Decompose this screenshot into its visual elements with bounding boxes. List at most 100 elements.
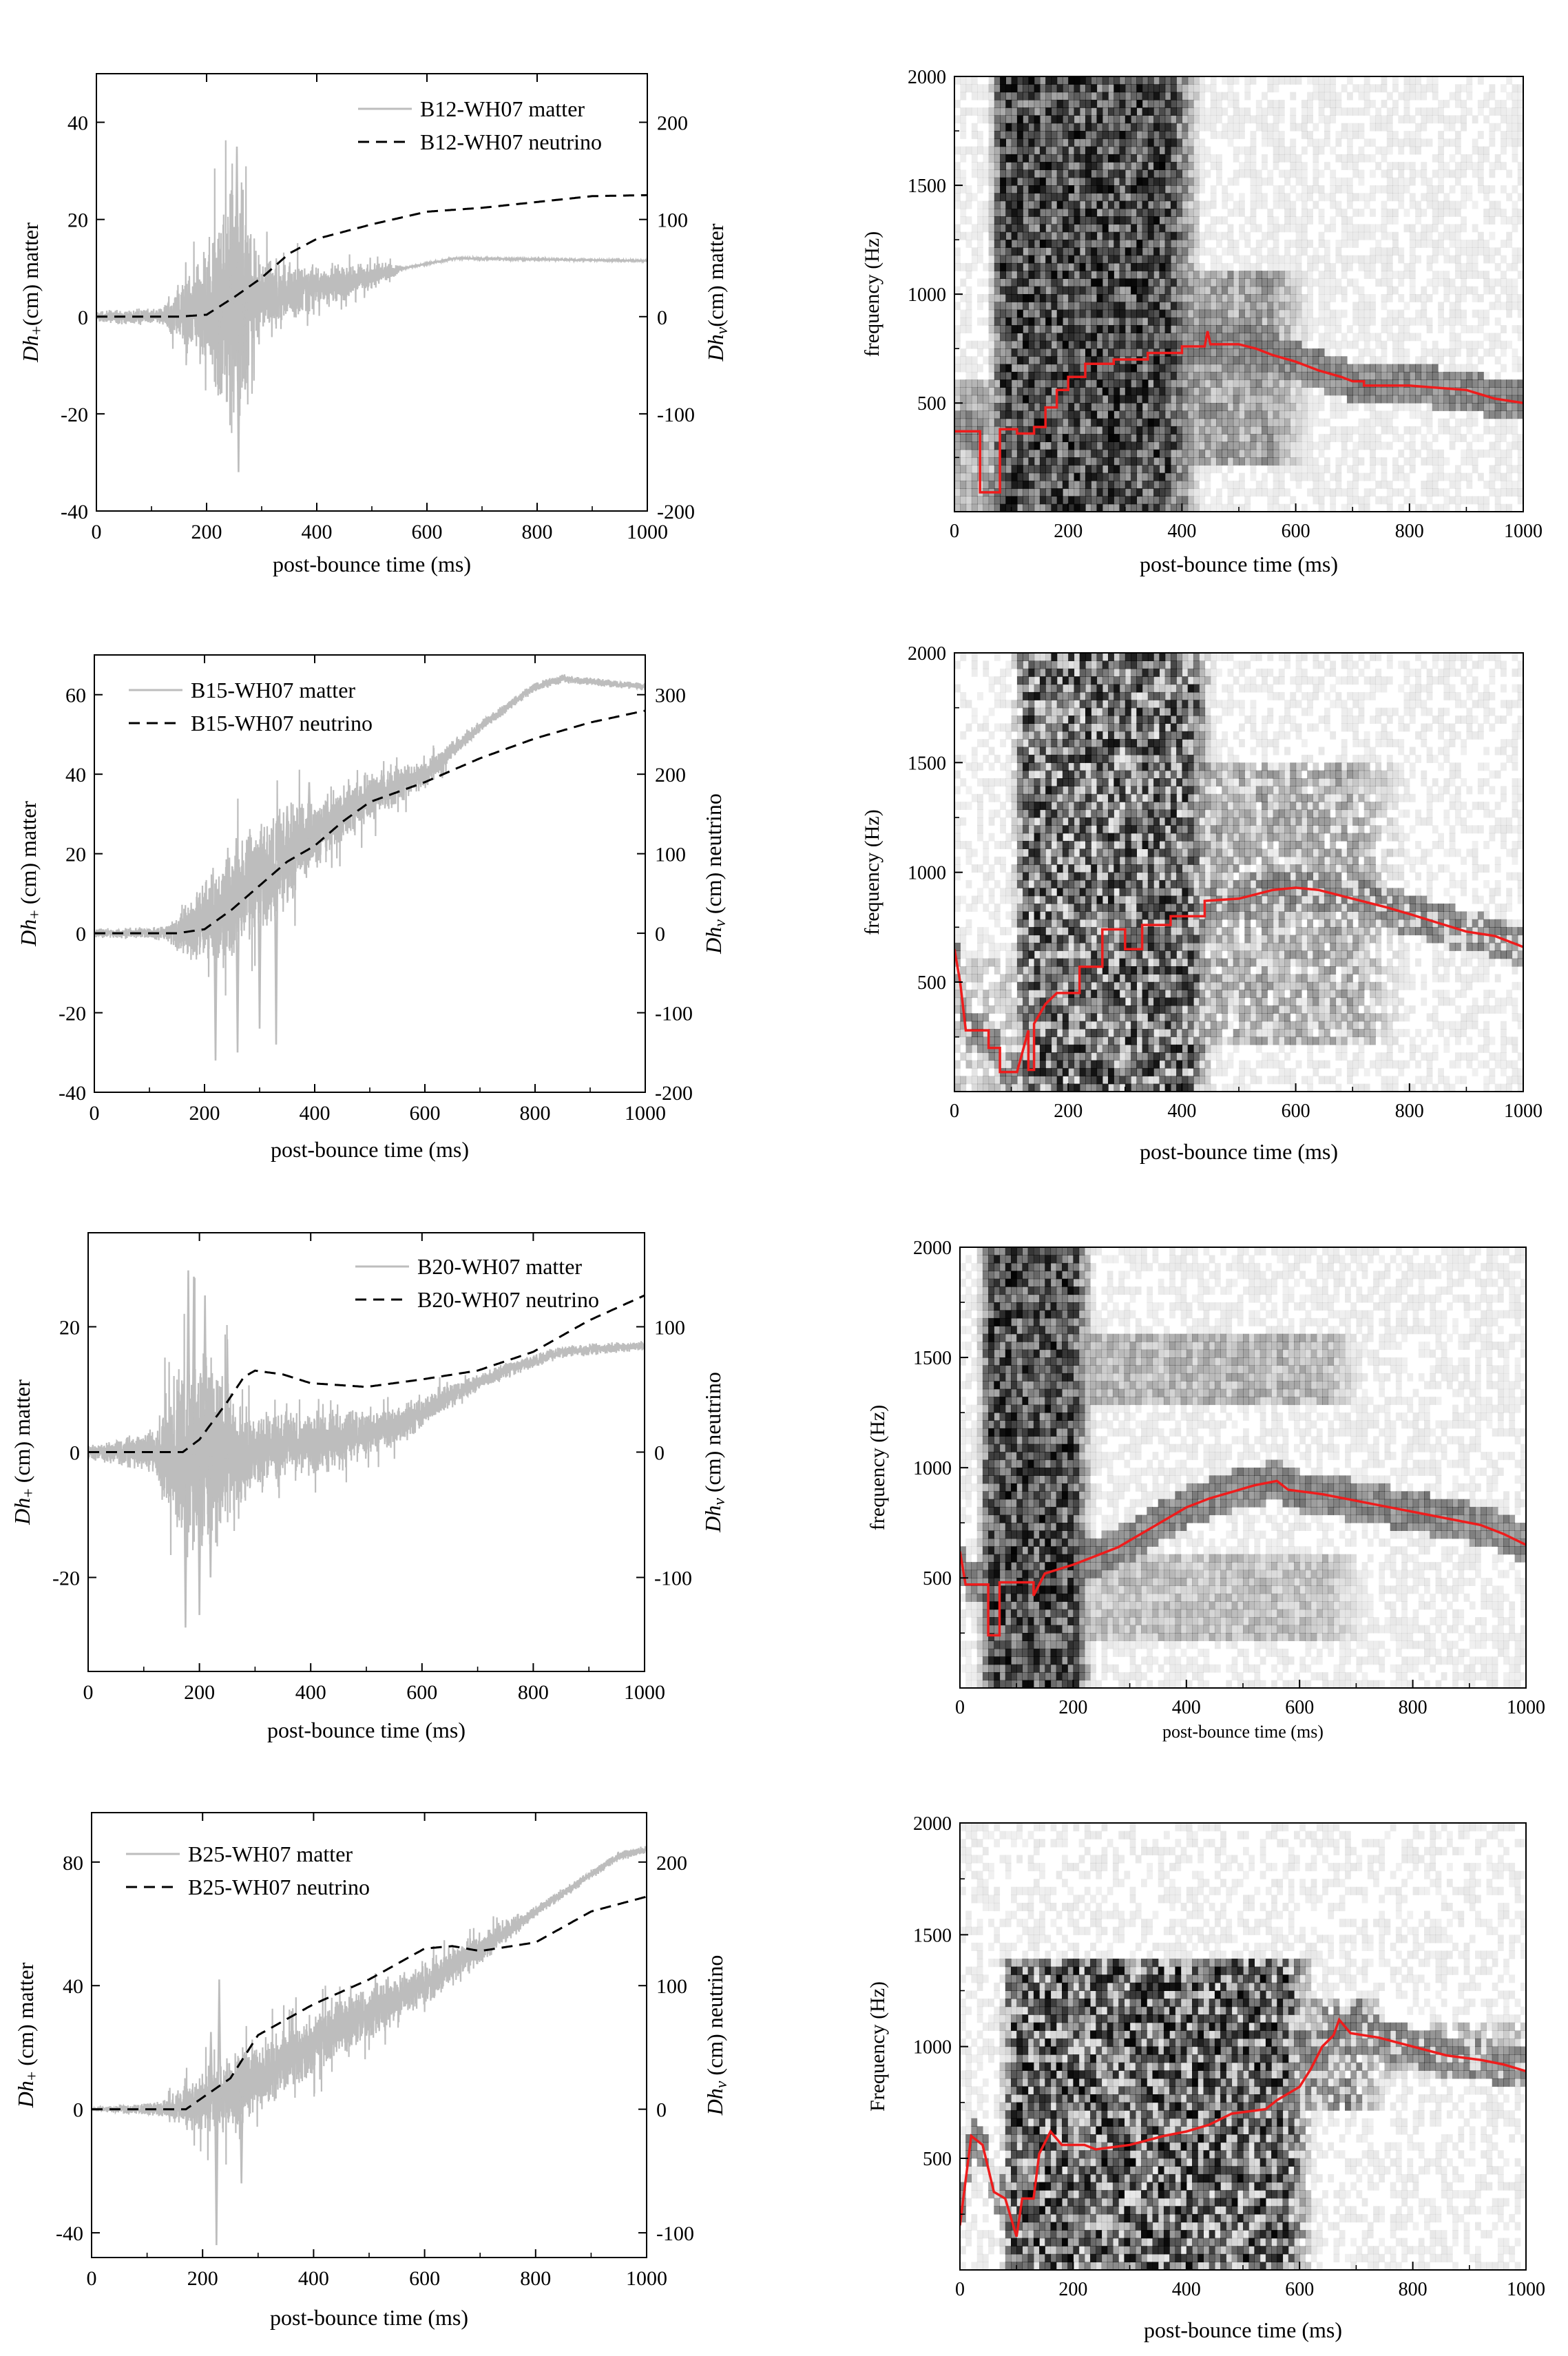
heatmap-cell bbox=[1039, 395, 1046, 404]
heatmap-cell bbox=[1193, 92, 1200, 101]
heatmap-cell bbox=[1466, 262, 1473, 271]
heatmap-cell bbox=[1489, 480, 1496, 489]
heatmap-cell bbox=[1176, 387, 1182, 396]
heatmap-cell bbox=[1136, 418, 1143, 427]
heatmap-cell bbox=[1517, 131, 1523, 139]
heatmap-cell bbox=[1051, 434, 1058, 442]
heatmap-cell bbox=[1352, 403, 1359, 411]
heatmap-cell bbox=[1233, 255, 1240, 264]
heatmap-cell bbox=[1142, 138, 1149, 147]
heatmap-cell bbox=[1164, 496, 1171, 505]
heatmap-cell bbox=[1295, 449, 1302, 458]
heatmap-cell bbox=[1426, 403, 1433, 411]
heatmap-cell bbox=[1501, 240, 1507, 248]
heatmap-cell bbox=[994, 247, 1001, 256]
heatmap-cell bbox=[960, 895, 967, 904]
heatmap-cell bbox=[1028, 278, 1035, 287]
heatmap-cell bbox=[1147, 193, 1154, 202]
y-right-label-unit: (cm) neutrino bbox=[702, 1955, 727, 2081]
heatmap-cell bbox=[1330, 325, 1337, 333]
heatmap-cell bbox=[1159, 123, 1166, 132]
heatmap-cell bbox=[1136, 457, 1143, 466]
heatmap-cell bbox=[1016, 115, 1023, 124]
heatmap-cell bbox=[1358, 177, 1365, 186]
heatmap-cell bbox=[1512, 379, 1518, 388]
legend-neutrino-label: B25-WH07 neutrino bbox=[188, 1875, 370, 1899]
heatmap-cell bbox=[1034, 457, 1041, 466]
heatmap-cell bbox=[1341, 216, 1348, 225]
heatmap-cell bbox=[960, 480, 967, 489]
heatmap-cell bbox=[1512, 146, 1518, 155]
heatmap-cell bbox=[1170, 309, 1177, 318]
heatmap-cell bbox=[1233, 200, 1240, 209]
heatmap-cell bbox=[1005, 333, 1012, 342]
x-tick-label: 1000 bbox=[627, 521, 668, 543]
heatmap-cell bbox=[1136, 193, 1143, 202]
heatmap-cell bbox=[960, 817, 967, 826]
heatmap-cell bbox=[1398, 115, 1405, 124]
heatmap-cell bbox=[1000, 115, 1006, 124]
heatmap-cell bbox=[1494, 317, 1501, 326]
heatmap-cell bbox=[1023, 317, 1029, 326]
heatmap-cell bbox=[994, 154, 1001, 163]
heatmap-cell bbox=[1153, 193, 1160, 202]
heatmap-cell bbox=[1210, 99, 1217, 108]
heatmap-cell bbox=[1227, 434, 1234, 442]
heatmap-cell bbox=[1056, 449, 1063, 458]
heatmap-cell bbox=[1352, 340, 1359, 349]
heatmap-cell bbox=[1398, 333, 1405, 342]
heatmap-cell bbox=[1159, 177, 1166, 186]
heatmap-cell bbox=[954, 472, 961, 481]
heatmap-cell bbox=[1045, 457, 1052, 466]
heatmap-cell bbox=[1119, 418, 1126, 427]
heatmap-cell bbox=[1170, 426, 1177, 435]
heatmap-cell bbox=[1295, 356, 1302, 365]
heatmap-cell bbox=[1216, 496, 1222, 505]
heatmap-cell bbox=[1216, 387, 1222, 396]
heatmap-cell bbox=[1176, 294, 1182, 302]
heatmap-cell bbox=[1045, 255, 1052, 264]
heatmap-cell bbox=[1000, 107, 1006, 116]
y-left-tick-label: 60 bbox=[65, 685, 86, 707]
heatmap-cell bbox=[1028, 403, 1035, 411]
heatmap-cell bbox=[983, 503, 990, 512]
heatmap-cell bbox=[1142, 503, 1149, 512]
heatmap-cell bbox=[983, 958, 990, 967]
heatmap-cell bbox=[1056, 395, 1063, 404]
heatmap-cell bbox=[1016, 387, 1023, 396]
heatmap-cell bbox=[1335, 364, 1342, 373]
heatmap-cell bbox=[1182, 488, 1189, 497]
heatmap-cell bbox=[1079, 333, 1086, 342]
heatmap-cell bbox=[1335, 286, 1342, 295]
heatmap-cell bbox=[1028, 193, 1035, 202]
heatmap-cell bbox=[1330, 434, 1337, 442]
heatmap-cell bbox=[1193, 496, 1200, 505]
heatmap-cell bbox=[965, 848, 972, 857]
heatmap-cell bbox=[1114, 340, 1120, 349]
heatmap-cell bbox=[1159, 255, 1166, 264]
heatmap-cell bbox=[1079, 115, 1086, 124]
heatmap-cell bbox=[1114, 278, 1120, 287]
heatmap-cell bbox=[1438, 131, 1444, 139]
heatmap-cell bbox=[983, 177, 990, 186]
heatmap-cell bbox=[1295, 340, 1302, 349]
heatmap-cell bbox=[1011, 403, 1018, 411]
heatmap-cell bbox=[1159, 488, 1166, 497]
heatmap-cell bbox=[1222, 434, 1229, 442]
heatmap-cell bbox=[1489, 302, 1496, 311]
heatmap-cell bbox=[1290, 434, 1297, 442]
heatmap-cell bbox=[1153, 177, 1160, 186]
heatmap-cell bbox=[1489, 472, 1496, 481]
heatmap-cell bbox=[1147, 146, 1154, 155]
heatmap-cell bbox=[1176, 162, 1182, 170]
heatmap-cell bbox=[1176, 169, 1182, 178]
heatmap-cell bbox=[1273, 340, 1279, 349]
heatmap-cell bbox=[1239, 200, 1245, 209]
heatmap-cell bbox=[1216, 262, 1222, 271]
heatmap-cell bbox=[1187, 255, 1194, 264]
heatmap-cell bbox=[1409, 131, 1416, 139]
heatmap-cell bbox=[1045, 348, 1052, 357]
heatmap-cell bbox=[1381, 146, 1388, 155]
heatmap-cell bbox=[1182, 107, 1189, 116]
heatmap-cell bbox=[971, 480, 978, 489]
